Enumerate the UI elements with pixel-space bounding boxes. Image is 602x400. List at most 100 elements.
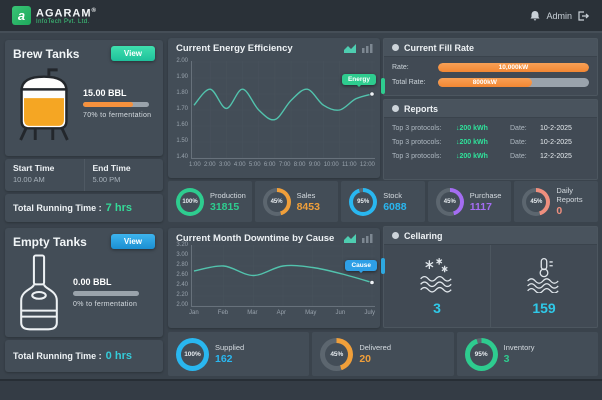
top-bar: a AGARAM® InfoTech Pvt. Ltd. Admin (0, 0, 602, 33)
stat-card-delivered: 45% Delivered 20 (312, 332, 454, 376)
start-time-cell: Start Time 10.00 AM (5, 159, 84, 191)
cellaring-panel: Cellaring 3 (383, 226, 598, 328)
fill-rate-panel: Current Fill Rate Rate: 10,000kW Total R… (383, 38, 598, 96)
reports-title: Reports (404, 103, 439, 114)
bar-chart-icon[interactable] (362, 44, 373, 53)
downtime-plot (191, 245, 375, 312)
supplied-donut: 100% (176, 337, 209, 371)
downtime-panel: Current Month Downtime by Cause 3.20 3.00… (168, 228, 380, 328)
bottom-stats-row: 100% Supplied 162 45% Delivered 20 95% I… (168, 332, 598, 376)
empty-fermentation-label: 0% to fermentation (73, 300, 138, 308)
empty-running-value: 0 hrs (105, 350, 132, 362)
user-menu[interactable]: Admin (530, 10, 590, 21)
supplied-value: 162 (215, 353, 233, 365)
brew-running-value: 7 hrs (105, 202, 132, 214)
protocol-label: Top 3 protocols: (392, 125, 442, 132)
registered-mark: ® (91, 8, 97, 14)
production-value: 31815 (210, 200, 240, 213)
stat-card-stock: 95% Stock 6088 (341, 181, 425, 222)
inventory-label: Inventory (503, 343, 535, 352)
stat-card-daily-reports: 45% Daily Reports 0 (514, 181, 598, 222)
brand-logo-icon: a (12, 6, 31, 25)
energy-tooltip: Energy (341, 74, 376, 87)
footer-bar (0, 379, 602, 400)
daily-reports-label: Daily Reports (556, 186, 583, 204)
total-rate-bar-track: 8000kW (438, 78, 589, 87)
brew-running-time-panel: Total Running Time : 7 hrs (5, 194, 163, 222)
protocol-label: Top 3 protocols: (392, 153, 442, 160)
brand-subtitle: InfoTech Pvt. Ltd. (36, 18, 90, 25)
empty-tanks-title: Empty Tanks (13, 234, 87, 249)
brew-fermentation-label: 70% to fermentation (83, 111, 152, 119)
stock-label: Stock (383, 190, 402, 200)
rate-bar-fill: 10,000kW (438, 63, 589, 72)
total-rate-label: Total Rate: (392, 79, 426, 86)
panel-dot-icon (392, 44, 399, 51)
stat-card-supplied: 100% Supplied 162 (168, 332, 310, 376)
energy-efficiency-panel: Current Energy Efficiency 2.00 1.90 1.80 1.… (168, 38, 380, 178)
date-label: Date: (510, 125, 527, 132)
energy-y-axis: 2.00 1.90 1.80 1.70 1.60 1.50 1.40 (176, 58, 188, 160)
panel-dot-icon (392, 105, 399, 112)
daily-reports-value: 0 (556, 205, 563, 217)
downtime-x-axis: Jan Feb Mar Apr May Jun July (189, 310, 375, 316)
end-time-value: 5.00 PM (92, 175, 121, 184)
protocol-label: Top 3 protocols: (392, 139, 442, 146)
cellaring-title: Cellaring (404, 230, 443, 241)
sales-label: Sales (296, 190, 316, 200)
empty-tank-icon (20, 254, 58, 331)
brew-volume: 15.00 BBL (83, 87, 127, 98)
stock-donut: 95% (349, 187, 378, 216)
end-time-cell: End Time 5.00 PM (83, 159, 164, 191)
empty-progress-track (73, 290, 139, 296)
daily-reports-donut: 45% (522, 187, 551, 216)
reports-panel: Reports Top 3 protocols: ↓200 kWh Date: … (383, 99, 598, 180)
stat-card-sales: 45% Sales 8453 (254, 181, 339, 222)
bell-icon[interactable] (530, 10, 540, 21)
delivered-value: 20 (359, 353, 372, 365)
report-row: Top 3 protocols: ↓200 kWh Date: 10-2-202… (392, 125, 589, 132)
stat-card-production: 100% Production 31815 (168, 181, 252, 222)
brew-tanks-panel: Brew Tanks View 15.00 BBL 70% to ferment… (5, 40, 163, 156)
start-time-value: 10.00 AM (13, 175, 45, 184)
date-value: 10-2-2025 (540, 139, 572, 146)
area-chart-icon[interactable] (344, 44, 356, 53)
energy-x-axis: 1:00 2:00 3:00 4:00 5:00 6:00 7:00 8:00 9:00 10:0… (189, 162, 375, 168)
cause-tooltip: Cause (345, 260, 377, 273)
report-row: Top 3 protocols: ↓200 kWh Date: 12-2-202… (392, 153, 589, 160)
stat-card-inventory: 95% Inventory 3 (456, 332, 598, 376)
delivered-label: Delivered (359, 343, 392, 352)
brew-times-panel: Start Time 10.00 AM End Time 5.00 PM (5, 159, 163, 191)
fill-rate-accent-tab (381, 78, 385, 94)
area-chart-icon[interactable] (344, 234, 356, 243)
purchase-label: Purchase (469, 190, 502, 200)
snow-waves-icon (420, 258, 452, 293)
cellaring-cold-cell: 3 (384, 245, 490, 328)
production-label: Production (210, 190, 246, 200)
downtime-y-axis: 3.20 3.00 2.80 2.60 2.40 2.20 2.00 (176, 242, 188, 308)
purchase-donut: 45% (435, 187, 464, 216)
thermometer-waves-icon (527, 257, 559, 293)
logout-icon[interactable] (578, 10, 590, 21)
brand-logo: a AGARAM® InfoTech Pvt. Ltd. (12, 6, 97, 25)
inventory-value: 3 (503, 353, 510, 365)
empty-tanks-panel: Empty Tanks View 0.00 BBL 0% to fermenta… (5, 228, 163, 337)
end-time-label: End Time (92, 163, 131, 173)
production-donut: 100% (176, 187, 204, 216)
date-value: 12-2-2025 (540, 153, 572, 160)
protocol-value: ↓200 kWh (456, 153, 488, 160)
purchase-value: 1117 (469, 200, 492, 213)
empty-tanks-view-button[interactable]: View (110, 234, 155, 249)
cellaring-accent-tab (381, 258, 385, 274)
rate-bar-track: 10,000kW (438, 63, 589, 72)
energy-chart-title: Current Energy Efficiency (176, 43, 293, 54)
stock-value: 6088 (383, 200, 407, 213)
empty-running-time-panel: Total Running Time : 0 hrs (5, 340, 163, 372)
bar-chart-icon[interactable] (362, 234, 373, 243)
downtime-chart-title: Current Month Downtime by Cause (176, 233, 335, 244)
brew-tanks-view-button[interactable]: View (110, 46, 155, 61)
admin-label[interactable]: Admin (546, 10, 572, 21)
temp-value: 159 (532, 300, 556, 316)
protocol-value: ↓200 kWh (456, 139, 488, 146)
brew-running-label: Total Running Time : (13, 203, 102, 213)
